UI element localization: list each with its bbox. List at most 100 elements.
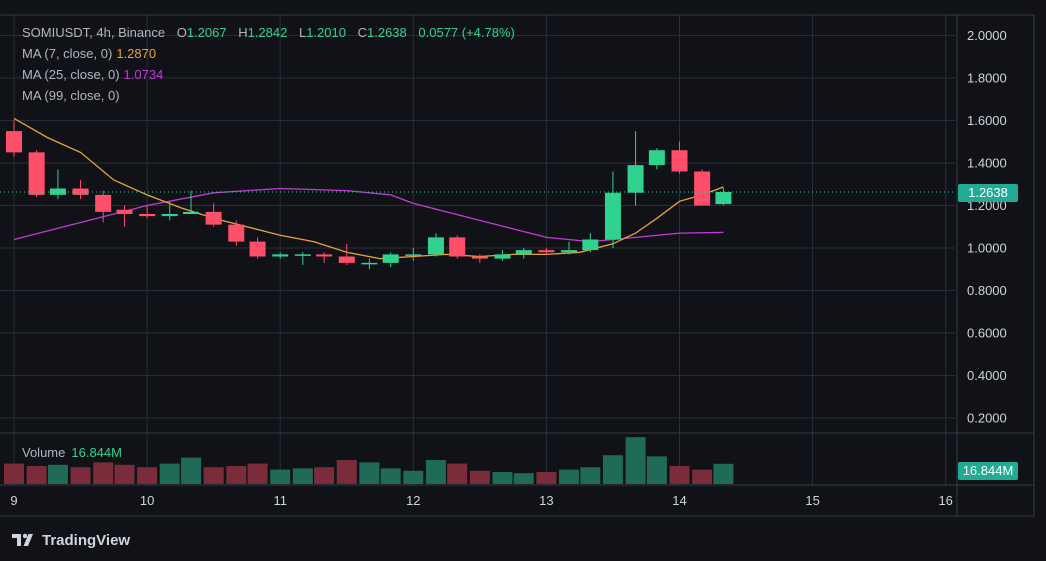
- volume-legend: Volume 16.844M: [22, 445, 122, 460]
- brand-name: TradingView: [42, 531, 131, 549]
- candle-body: [449, 237, 466, 257]
- volume-bar: [403, 470, 424, 484]
- volume-bar: [469, 470, 490, 484]
- candle-body: [648, 150, 665, 166]
- candle-body: [338, 256, 355, 263]
- volume-bar: [646, 456, 667, 484]
- legend-ma99-label: MA (99, close, 0): [22, 88, 120, 103]
- volume-bar: [159, 463, 180, 484]
- volume-bar: [692, 469, 713, 484]
- legend-ohlc: SOMIUSDT, 4h, Binance O1.2067 H1.2842 L1…: [22, 25, 515, 40]
- volume-bar: [203, 467, 224, 484]
- brand-link[interactable]: TradingView: [12, 530, 130, 550]
- volume-bar: [47, 464, 68, 484]
- volume-bar: [247, 463, 268, 484]
- volume-bar: [580, 467, 601, 484]
- legend-ma25-label: MA (25, close, 0): [22, 67, 120, 82]
- x-tick-label: 16: [938, 493, 952, 508]
- legend-ma7: MA (7, close, 0) 1.2870: [22, 46, 156, 61]
- volume-bar: [359, 462, 380, 484]
- volume-bar: [602, 455, 623, 484]
- axis-lines: [0, 14, 1035, 517]
- candle-body: [427, 237, 444, 255]
- legend-header: SOMIUSDT, 4h, Binance: [22, 25, 166, 40]
- candle-body: [249, 241, 266, 257]
- legend-low-value: 1.2010: [306, 25, 346, 40]
- volume-bar: [4, 463, 24, 484]
- candle-body: [161, 214, 178, 217]
- volume-bar: [447, 463, 468, 484]
- candle-body: [382, 254, 399, 263]
- volume-bar: [114, 464, 135, 484]
- x-tick-label: 13: [539, 493, 553, 508]
- volume-bar: [226, 466, 247, 484]
- candle-body: [28, 152, 45, 195]
- last-price-badge: 1.2638: [958, 184, 1018, 202]
- candle-body: [715, 191, 732, 205]
- legend-close-label: C: [357, 25, 367, 40]
- volume-bar: [380, 468, 401, 484]
- x-axis-ticks: 9 10 11 12 13 14 15 16: [10, 493, 953, 508]
- candle-body: [361, 262, 378, 265]
- volume-bar: [181, 457, 202, 484]
- candle-body: [95, 194, 112, 212]
- volume-bar: [559, 469, 580, 484]
- candle-body: [671, 150, 688, 172]
- candle-body: [694, 171, 711, 206]
- candle-body: [228, 224, 245, 242]
- y-tick-label: 1.8000: [967, 71, 1007, 86]
- volume-bar: [536, 472, 557, 484]
- legend-open-label: O: [176, 25, 187, 40]
- y-tick-label: 2.0000: [967, 28, 1007, 43]
- volume-bar: [70, 467, 91, 484]
- y-tick-label: 0.2000: [967, 411, 1007, 426]
- volume-bar: [314, 467, 335, 484]
- volume-bar: [26, 466, 47, 484]
- candle-body: [116, 209, 133, 214]
- legend-ma99: MA (99, close, 0): [22, 88, 120, 103]
- candle-body: [316, 254, 333, 257]
- candle-body: [139, 214, 156, 217]
- tradingview-logo-icon: [12, 533, 33, 546]
- x-tick-label: 10: [140, 493, 154, 508]
- legend-high-label: H: [238, 25, 248, 40]
- legend-open-value: 1.2067: [186, 25, 227, 40]
- y-tick-label: 1.4000: [967, 156, 1007, 171]
- volume-bar: [93, 462, 114, 484]
- volume-legend-label: Volume: [22, 445, 66, 460]
- x-tick-label: 12: [406, 493, 420, 508]
- candle-body: [494, 254, 511, 259]
- candle-body: [205, 211, 222, 225]
- volume-bar: [625, 437, 646, 484]
- y-tick-label: 1.0000: [967, 241, 1007, 256]
- volume-bar: [336, 460, 357, 484]
- legend-ma7-label: MA (7, close, 0): [22, 46, 113, 61]
- candlesticks: [6, 120, 732, 270]
- legend-ma25: MA (25, close, 0) 1.0734: [22, 67, 163, 82]
- y-tick-label: 0.8000: [967, 283, 1007, 298]
- last-volume-badge: 16.844M: [958, 462, 1018, 480]
- candle-body: [272, 254, 289, 257]
- volume-bar: [270, 469, 291, 484]
- legend-low-label: L: [298, 25, 307, 40]
- volume-bar: [669, 466, 690, 484]
- candle-body: [6, 131, 22, 153]
- legend-change-value: 0.0577 (+4.78%): [418, 25, 515, 40]
- y-tick-label: 1.6000: [967, 113, 1007, 128]
- ma25-line: [13, 187, 724, 243]
- candle-body: [49, 188, 66, 195]
- candle-body: [294, 254, 311, 256]
- volume-bar: [492, 472, 513, 484]
- candle-body: [604, 192, 621, 240]
- x-tick-label: 9: [10, 493, 17, 508]
- y-tick-label: 0.6000: [967, 326, 1007, 341]
- volume-bar: [137, 467, 158, 484]
- candle-body: [627, 165, 644, 193]
- candle-body: [582, 239, 599, 251]
- x-tick-label: 15: [805, 493, 819, 508]
- legend-ma7-value: 1.2870: [116, 46, 157, 61]
- candle-body: [561, 250, 578, 253]
- legend-close-value: 1.2638: [367, 25, 407, 40]
